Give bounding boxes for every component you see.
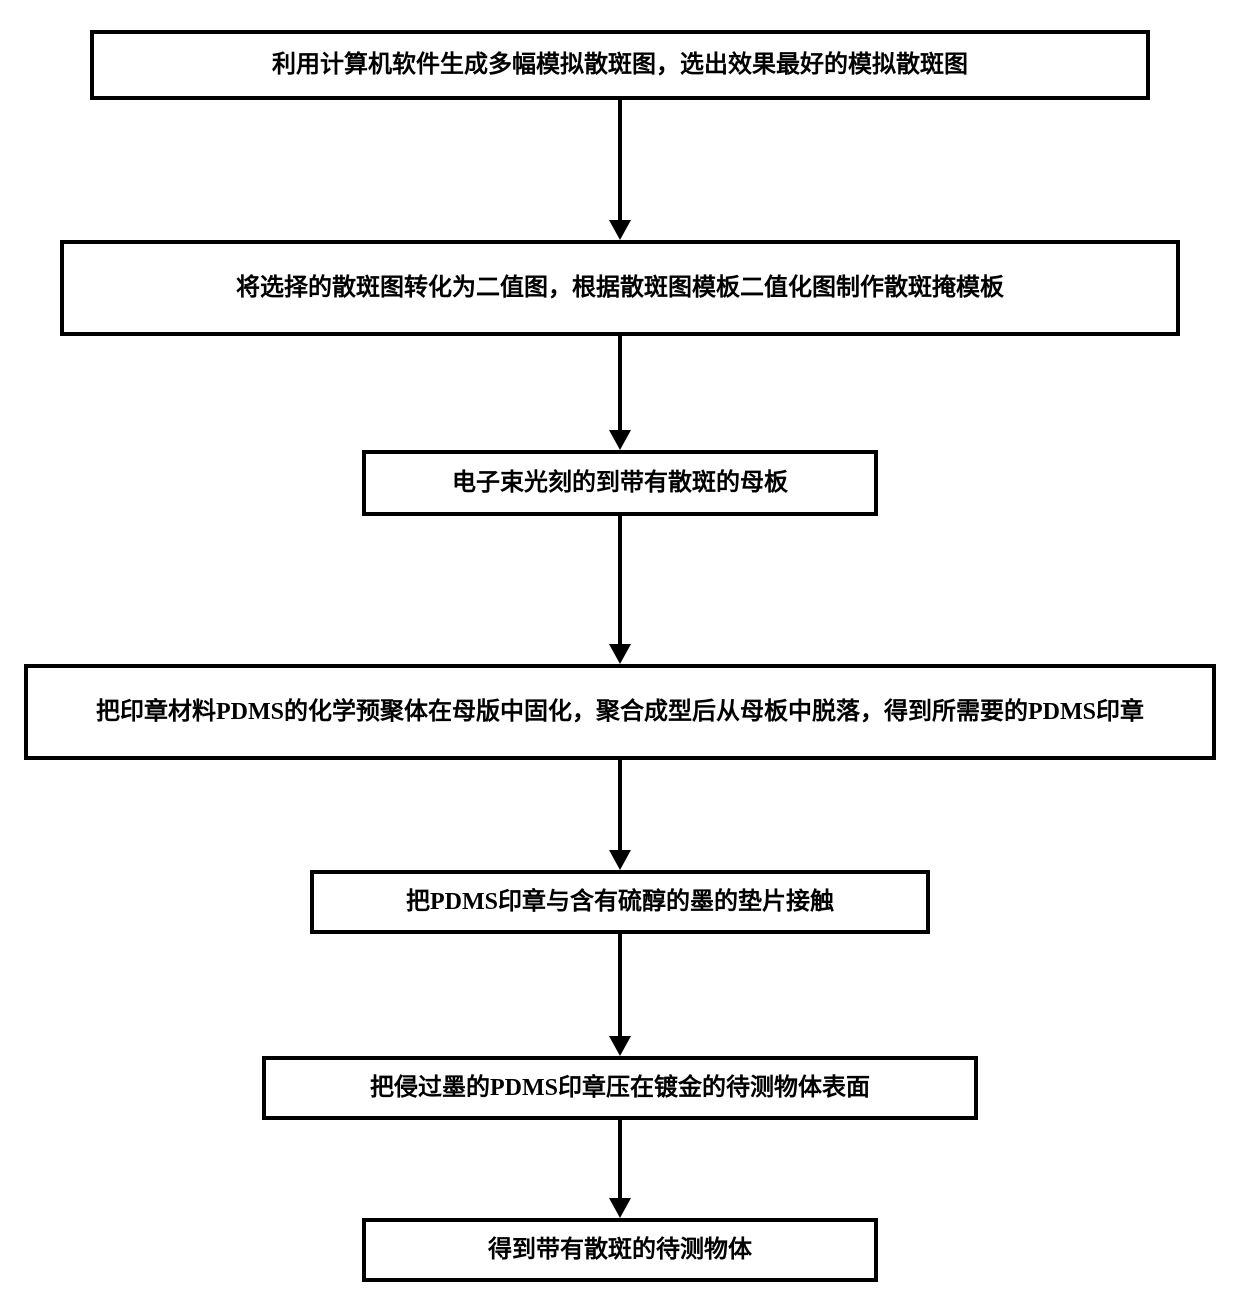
- flowchart-node-n3: 电子束光刻的到带有散斑的母板: [362, 450, 878, 516]
- flowchart-node-label: 把侵过墨的PDMS印章压在镀金的待测物体表面: [370, 1072, 870, 1104]
- flowchart-node-label: 得到带有散斑的待测物体: [488, 1234, 752, 1266]
- flowchart-edge-line: [618, 516, 622, 644]
- flowchart-edge-arrowhead: [609, 430, 631, 450]
- flowchart-node-label: 电子束光刻的到带有散斑的母板: [452, 467, 788, 499]
- flowchart-node-n7: 得到带有散斑的待测物体: [362, 1218, 878, 1282]
- flowchart-edge-arrowhead: [609, 220, 631, 240]
- flowchart-node-n5: 把PDMS印章与含有硫醇的墨的垫片接触: [310, 870, 930, 934]
- flowchart-node-n1: 利用计算机软件生成多幅模拟散斑图，选出效果最好的模拟散斑图: [90, 30, 1150, 100]
- flowchart-edge-line: [618, 934, 622, 1036]
- flowchart-edge-arrowhead: [609, 1198, 631, 1218]
- flowchart-node-n6: 把侵过墨的PDMS印章压在镀金的待测物体表面: [262, 1056, 978, 1120]
- flowchart-node-label: 将选择的散斑图转化为二值图，根据散斑图模板二值化图制作散斑掩模板: [236, 272, 1004, 304]
- flowchart-edge-line: [618, 100, 622, 220]
- flowchart-edge-arrowhead: [609, 1036, 631, 1056]
- flowchart-node-n2: 将选择的散斑图转化为二值图，根据散斑图模板二值化图制作散斑掩模板: [60, 240, 1180, 336]
- flowchart-node-label: 利用计算机软件生成多幅模拟散斑图，选出效果最好的模拟散斑图: [272, 49, 968, 81]
- flowchart-node-label: 把PDMS印章与含有硫醇的墨的垫片接触: [406, 886, 834, 918]
- flowchart-edge-line: [618, 1120, 622, 1198]
- flowchart-edge-arrowhead: [609, 644, 631, 664]
- flowchart-node-label: 把印章材料PDMS的化学预聚体在母版中固化，聚合成型后从母板中脱落，得到所需要的…: [96, 696, 1144, 728]
- flowchart-edge-arrowhead: [609, 850, 631, 870]
- flowchart-node-n4: 把印章材料PDMS的化学预聚体在母版中固化，聚合成型后从母板中脱落，得到所需要的…: [24, 664, 1216, 760]
- flowchart-edge-line: [618, 760, 622, 850]
- flowchart-edge-line: [618, 336, 622, 430]
